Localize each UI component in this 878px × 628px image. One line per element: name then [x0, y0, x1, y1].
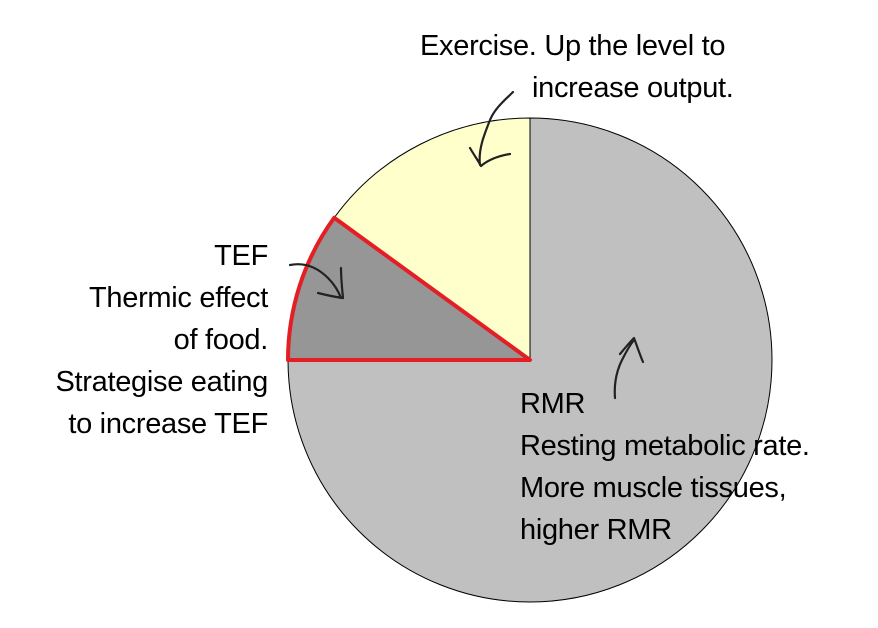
- exercise-arrow-icon: [468, 90, 515, 168]
- pie-slice-highlight-outline: [286, 215, 532, 362]
- rmr-label-line: More muscle tissues,: [520, 472, 787, 504]
- exercise-label-line: Exercise. Up the level to: [420, 30, 726, 62]
- rmr-label-line: higher RMR: [520, 514, 672, 546]
- tef-arrow-icon: [288, 263, 345, 300]
- tef-label-line: TEF: [214, 240, 268, 272]
- exercise-label-line: increase output.: [532, 72, 734, 104]
- tef-label-line: Strategise eating: [55, 366, 268, 398]
- pie-slice-exercise: [333, 117, 531, 361]
- rmr-annotation: RMR Resting metabolic rate. More muscle …: [520, 383, 810, 551]
- rmr-label-line: RMR: [520, 388, 586, 420]
- tef-label-line: Thermic effect: [89, 282, 268, 314]
- tef-annotation: TEF Thermic effect of food. Strategise e…: [55, 235, 268, 445]
- tef-label-line: to increase TEF: [68, 408, 268, 440]
- rmr-label-line: Resting metabolic rate.: [520, 430, 810, 462]
- pie-slice-rmr: [287, 117, 773, 603]
- tef-label-line: of food.: [173, 324, 269, 356]
- exercise-annotation: Exercise. Up the level to increase outpu…: [420, 25, 734, 109]
- rmr-arrow-icon: [613, 336, 645, 400]
